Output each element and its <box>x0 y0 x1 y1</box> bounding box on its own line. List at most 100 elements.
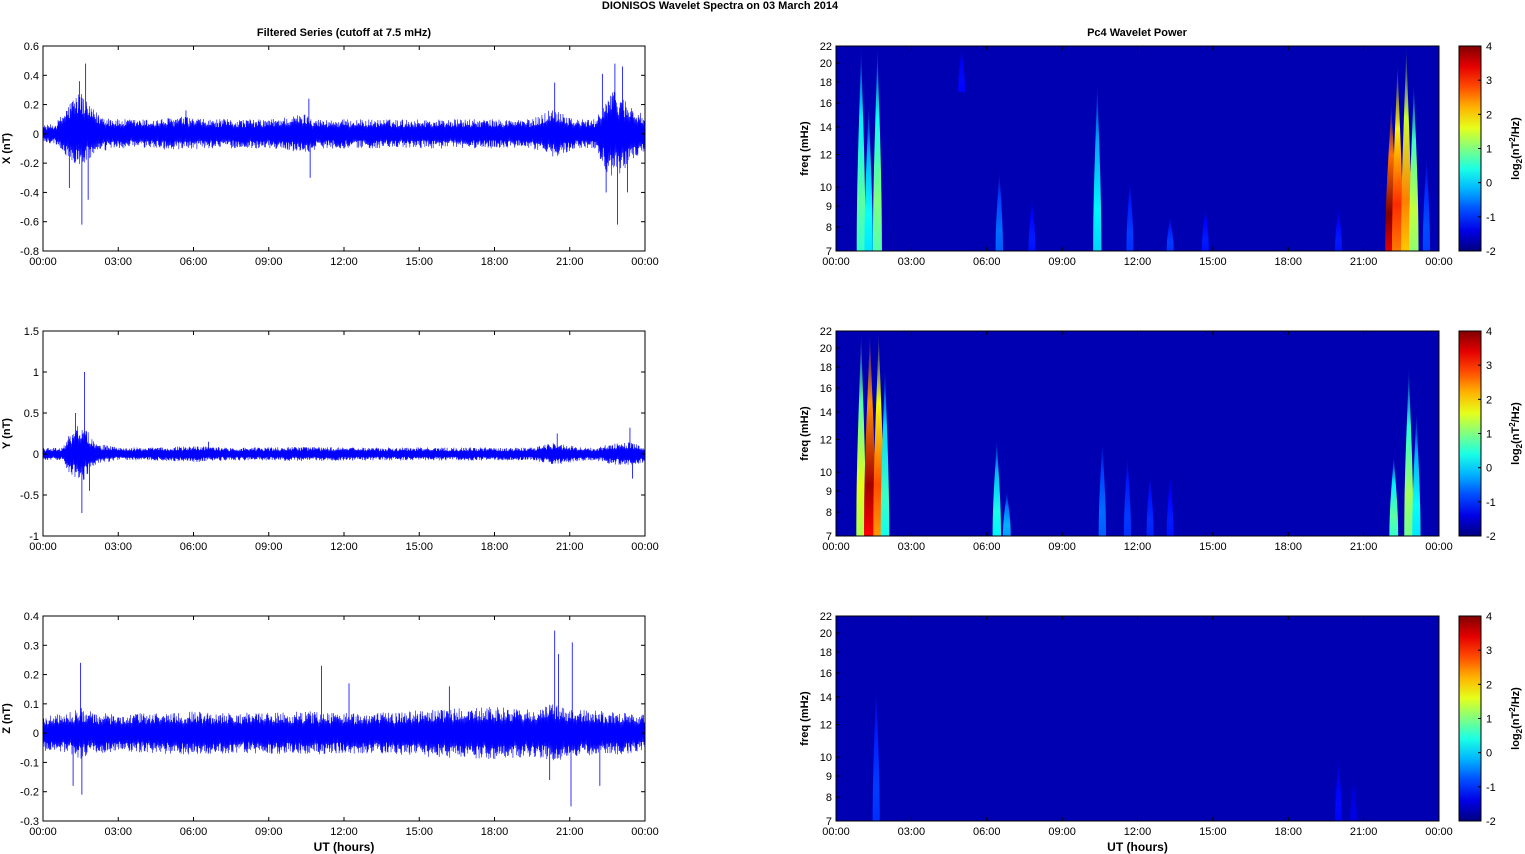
x-spectrum-colorbar-tick-label: -1 <box>1486 212 1496 224</box>
z-spectrum-ytick-label: 20 <box>820 628 832 640</box>
y-spectrum-feature <box>1002 491 1011 536</box>
x-series-ytick-label: -0.2 <box>20 158 39 170</box>
x-spectrum-colorbar-tick-label: -2 <box>1486 246 1496 258</box>
z-series-ytick-label: 0.4 <box>24 611 39 623</box>
z-spectrum-colorbar-label-part: log <box>1510 733 1522 750</box>
y-spectrum-colorbar-tick-label: 1 <box>1486 429 1492 441</box>
x-spectrum-colorbar-label-part: log <box>1510 163 1522 180</box>
x-spectrum-features <box>856 46 1431 251</box>
y-series-xtick-label: 06:00 <box>180 541 208 553</box>
z-series-ytick-label: 0.1 <box>24 699 39 711</box>
y-series-xtick-label: 00:00 <box>631 541 659 553</box>
x-spectrum-colorbar-tick-label: 2 <box>1486 109 1492 121</box>
z-series-ytick-label: -0.3 <box>20 816 39 828</box>
z-spectrum-xtick-label: 18:00 <box>1274 826 1302 838</box>
z-spectrum-xtick-label: 15:00 <box>1199 826 1227 838</box>
z-spectrum-features <box>872 684 1357 821</box>
y-spectrum-feature <box>992 439 1001 536</box>
y-series-ytick-label: 0 <box>33 449 39 461</box>
x-spectrum-feature <box>958 46 966 93</box>
y-spectrum-ytick-label: 9 <box>826 486 832 498</box>
x-spectrum-ytick-label: 16 <box>820 98 832 110</box>
left-column-title: Filtered Series (cutoff at 7.5 mHz) <box>257 27 432 39</box>
z-series-ytick-label: 0.3 <box>24 640 39 652</box>
y-spectrum-colorbar-tick-label: 4 <box>1486 326 1492 338</box>
x-spectrum-feature <box>856 46 866 251</box>
x-spectrum-ytick-label: 22 <box>820 41 832 53</box>
y-spectrum-feature <box>1166 472 1174 536</box>
x-spectrum-xtick-label: 03:00 <box>898 256 926 268</box>
x-spectrum-feature <box>872 46 882 251</box>
y-spectrum-colorbar-tick-label: 3 <box>1486 360 1492 372</box>
y-spectrum-background <box>836 331 1439 536</box>
x-series-plot-area <box>43 46 645 251</box>
x-spectrum-xtick-label: 06:00 <box>973 256 1001 268</box>
z-series-xtick-label: 09:00 <box>255 826 283 838</box>
z-spectrum-ytick-label: 16 <box>820 668 832 680</box>
x-spectrum-xtick-label: 18:00 <box>1274 256 1302 268</box>
y-series-ytick-label: -1 <box>29 531 39 543</box>
x-spectrum-xtick-label: 09:00 <box>1048 256 1076 268</box>
z-series-ylabel: Z (nT) <box>1 703 13 734</box>
x-series-ytick-label: -0.4 <box>20 187 39 199</box>
x-spectrum-feature <box>995 170 1004 251</box>
x-spectrum-colorbar-label-part: /Hz) <box>1510 117 1522 138</box>
y-spectrum-colorbar-tick-label: -1 <box>1486 497 1496 509</box>
y-series-xtick-label: 15:00 <box>405 541 433 553</box>
x-series-ytick-label: -0.8 <box>20 246 39 258</box>
x-series-ytick-label: 0.2 <box>24 100 39 112</box>
x-series-xtick-label: 12:00 <box>330 256 358 268</box>
y-series-ytick-label: 0.5 <box>24 408 39 420</box>
z-series-xtick-label: 21:00 <box>556 826 584 838</box>
z-spectrum-colorbar-label-part: 2 <box>1508 707 1517 712</box>
y-spectrum-ytick-label: 16 <box>820 383 832 395</box>
z-spectrum-colorbar-label-part: (nT <box>1510 712 1522 729</box>
x-spectrum-feature <box>1392 63 1404 251</box>
x-spectrum-ylabel: freq (mHz) <box>799 121 811 176</box>
panels: -0.8 -0.6 -0.4 -0.2 0 0.2 0.4 0.6 00:00 03:00 06:0… <box>1 41 1524 854</box>
z-spectrum-xtick-label: 09:00 <box>1048 826 1076 838</box>
y-spectrum-feature <box>1412 411 1421 536</box>
x-spectrum-ytick-label: 10 <box>820 182 832 194</box>
figure-title: DIONISOS Wavelet Spectra on 03 March 201… <box>602 0 839 12</box>
y-spectrum-colorbar-label: log2(nT2/Hz) <box>1508 402 1524 465</box>
y-spectrum-colorbar-tick-label: 2 <box>1486 394 1492 406</box>
y-spectrum-colorbar-tick-label: -2 <box>1486 531 1496 543</box>
y-spectrum-xtick-label: 21:00 <box>1350 541 1378 553</box>
y-series-ytick-label: 1.5 <box>24 326 39 338</box>
z-series-xlabel: UT (hours) <box>314 840 375 854</box>
y-series-xtick-label: 03:00 <box>104 541 132 553</box>
x-spectrum-xtick-label: 00:00 <box>822 256 850 268</box>
z-spectrum-xtick-label: 00:00 <box>822 826 850 838</box>
y-spectrum-xtick-label: 00:00 <box>1425 541 1453 553</box>
y-spectrum-feature <box>1404 366 1414 536</box>
y-spectrum-xtick-label: 15:00 <box>1199 541 1227 553</box>
x-series-xtick-label: 00:00 <box>631 256 659 268</box>
y-spectrum-ytick-label: 8 <box>826 507 832 519</box>
z-spectrum-feature <box>872 684 880 821</box>
y-series-xtick-label: 21:00 <box>556 541 584 553</box>
y-spectrum-ytick-label: 7 <box>826 531 832 543</box>
z-spectrum-colorbar-label: log2(nT2/Hz) <box>1508 687 1524 750</box>
y-spectrum-ytick-label: 18 <box>820 362 832 374</box>
z-spectrum-ytick-label: 10 <box>820 752 832 764</box>
x-spectrum-colorbar-label: log2(nT2/Hz) <box>1508 117 1524 180</box>
x-spectrum-ytick-label: 20 <box>820 58 832 70</box>
x-series-xtick-label: 03:00 <box>104 256 132 268</box>
z-series-xtick-label: 03:00 <box>104 826 132 838</box>
y-spectrum-colorbar-label-part: /Hz) <box>1510 402 1522 423</box>
y-series-trace <box>42 426 646 480</box>
y-series-plot-area <box>43 331 645 536</box>
y-spectrum-feature <box>856 331 866 536</box>
z-spectrum-colorbar-label-part: 2 <box>1515 728 1524 733</box>
z-spectrum-colorbar-tick-label: 4 <box>1486 611 1492 623</box>
z-spectrum-colorbar-tick-label: 1 <box>1486 714 1492 726</box>
x-spectrum-feature <box>1166 216 1174 251</box>
x-spectrum-feature <box>1409 81 1419 251</box>
z-spectrum-colorbar-tick-label: 3 <box>1486 645 1492 657</box>
z-spectrum-xlabel: UT (hours) <box>1107 840 1168 854</box>
z-spectrum-ytick-label: 9 <box>826 771 832 783</box>
z-series-xtick-label: 15:00 <box>405 826 433 838</box>
